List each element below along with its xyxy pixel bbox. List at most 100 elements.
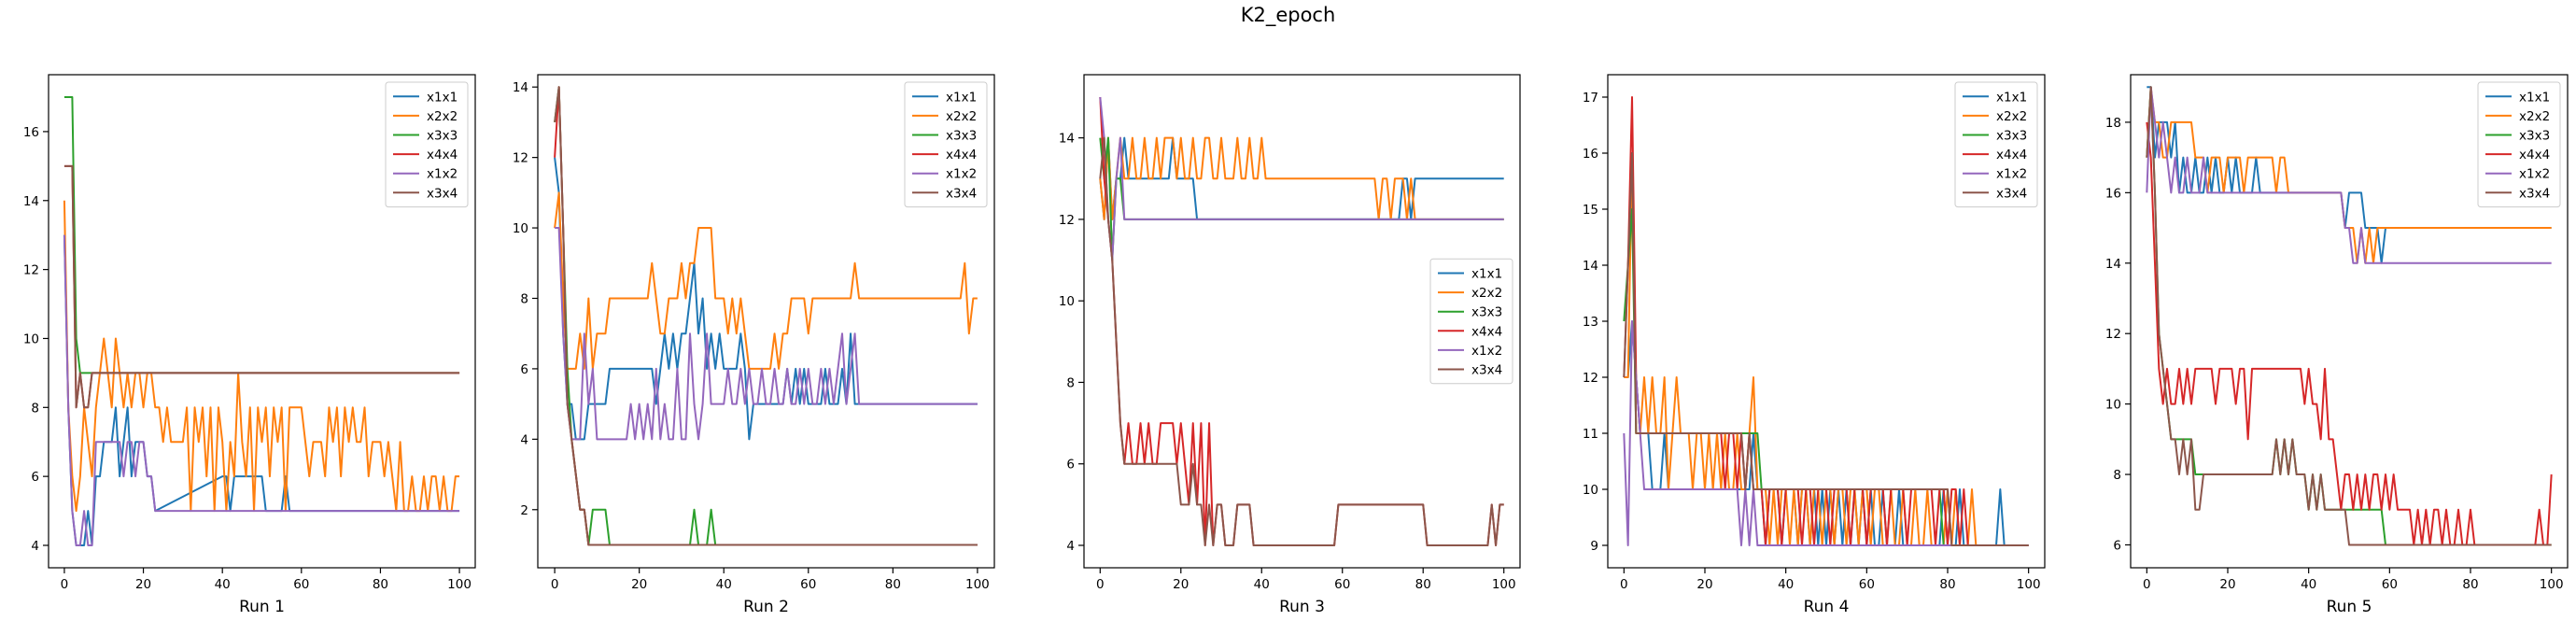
legend-label-x3x4: x3x4	[427, 186, 457, 201]
legend-label-x1x2: x1x2	[427, 167, 457, 182]
series-line-x4x4	[2146, 121, 2553, 546]
legend-label-x3x3: x3x3	[1471, 305, 1502, 320]
legend-label-x3x3: x3x3	[2519, 129, 2550, 144]
subplot-run-4: 0 20 40 60 80 100 9 10 11 12 13 14 15 16 17 Run 4 x1x1 x2…	[1583, 74, 2046, 616]
y-tick-label: 4	[520, 432, 528, 447]
plot-area	[1099, 96, 1504, 546]
series-line-x1x2	[2146, 86, 2552, 264]
y-tick-label: 8	[520, 291, 528, 306]
series-line-x2x2	[1099, 136, 1504, 220]
series-line-x1x2	[555, 227, 978, 441]
y-tick-label: 16	[1583, 147, 1598, 162]
x-tick-label: 40	[215, 577, 231, 592]
x-axis-label: Run 5	[2327, 598, 2372, 616]
legend-label-x4x4: x4x4	[1471, 324, 1502, 339]
x-tick-label: 0	[61, 577, 69, 592]
legend: x1x1 x2x2 x3x3 x4x4 x1x2 x3x4	[1429, 258, 1513, 385]
legend-label-x2x2: x2x2	[1471, 286, 1502, 301]
legend-box	[385, 81, 469, 208]
legend-label-x2x2: x2x2	[946, 109, 977, 124]
legend-label-x4x4: x4x4	[2519, 148, 2550, 162]
plot-area	[2146, 86, 2553, 546]
x-tick-label: 0	[551, 577, 559, 592]
legend: x1x1 x2x2 x3x3 x4x4 x1x2 x3x4	[385, 81, 469, 208]
figure-title: K2_epoch	[1240, 4, 1336, 26]
series-line-x3x4	[554, 86, 978, 546]
legend-label-x1x1: x1x1	[946, 90, 977, 105]
legend-label-x2x2: x2x2	[427, 109, 457, 124]
x-tick-label: 80	[373, 577, 388, 592]
series-line-x1x2	[63, 234, 460, 546]
x-axis-label: Run 3	[1279, 598, 1325, 616]
legend-box	[904, 81, 988, 208]
x-tick-label: 80	[1939, 577, 1955, 592]
x-tick-label: 60	[2382, 577, 2398, 592]
legend-label-x3x3: x3x3	[1996, 129, 2027, 144]
legend-label-x3x4: x3x4	[946, 186, 977, 201]
y-tick-label: 16	[2105, 186, 2121, 201]
x-tick-label: 100	[447, 577, 472, 592]
y-tick-label: 6	[1066, 458, 1075, 473]
legend-label-x2x2: x2x2	[2519, 109, 2550, 124]
legend-label-x1x2: x1x2	[1471, 344, 1502, 359]
legend-label-x3x4: x3x4	[1471, 363, 1502, 378]
y-tick-label: 12	[2105, 327, 2121, 342]
series-line-x2x2	[554, 191, 978, 370]
legend-label-x1x1: x1x1	[2519, 90, 2550, 105]
y-tick-label: 12	[1583, 371, 1598, 386]
y-tick-label: 11	[1583, 427, 1598, 442]
y-tick-label: 4	[31, 539, 39, 554]
x-tick-label: 60	[293, 577, 309, 592]
y-tick-label: 10	[1583, 483, 1598, 498]
y-tick-label: 4	[1066, 539, 1075, 554]
y-tick-label: 17	[1583, 91, 1598, 106]
x-tick-label: 80	[885, 577, 901, 592]
x-tick-label: 40	[1778, 577, 1794, 592]
y-tick-label: 14	[2105, 257, 2121, 272]
subplot-run-1: 0 20 40 60 80 100 4 6 8 10 12 14 16 Run 1 x1x1 x2x2 x3x3…	[23, 74, 476, 616]
x-tick-label: 0	[2143, 577, 2151, 592]
series-line-x1x1	[63, 234, 460, 546]
y-tick-label: 2	[520, 503, 528, 518]
legend-box	[1954, 81, 2038, 208]
x-tick-label: 100	[2017, 577, 2041, 592]
x-tick-label: 0	[1096, 577, 1105, 592]
x-tick-label: 60	[800, 577, 816, 592]
series-line-x3x4	[2146, 86, 2552, 546]
axes-frame	[48, 74, 476, 569]
plot-area	[554, 86, 978, 546]
y-tick-label: 10	[1059, 294, 1075, 309]
y-tick-label: 12	[513, 151, 528, 166]
legend: x1x1 x2x2 x3x3 x4x4 x1x2 x3x4	[1954, 81, 2038, 208]
x-tick-label: 80	[2462, 577, 2478, 592]
x-tick-label: 20	[1696, 577, 1712, 592]
y-tick-label: 16	[23, 125, 39, 140]
plot-area	[1623, 96, 2029, 546]
subplot-run-3: 0 20 40 60 80 100 4 6 8 10 12 14 Run 3 x1x1 x2x2 x3x3 x4…	[1059, 74, 1521, 616]
x-axis-label: Run 4	[1804, 598, 1850, 616]
axes-frame	[1083, 74, 1521, 569]
y-tick-label: 12	[23, 263, 39, 278]
series-line-x3x4	[63, 164, 460, 409]
legend-label-x3x4: x3x4	[1996, 186, 2027, 201]
x-tick-label: 20	[1173, 577, 1189, 592]
x-tick-label: 0	[1620, 577, 1628, 592]
series-line-x3x4	[1623, 152, 2029, 546]
legend-label-x1x2: x1x2	[1996, 167, 2027, 182]
x-tick-label: 80	[1415, 577, 1431, 592]
legend-label-x1x1: x1x1	[427, 90, 457, 105]
y-tick-label: 8	[31, 401, 39, 416]
x-tick-label: 40	[1254, 577, 1270, 592]
x-tick-label: 40	[2301, 577, 2316, 592]
y-tick-label: 12	[1059, 213, 1075, 228]
plot-area	[63, 96, 460, 546]
x-axis-label: Run 2	[743, 598, 789, 616]
y-tick-label: 18	[2105, 116, 2121, 131]
legend-label-x2x2: x2x2	[1996, 109, 2027, 124]
y-tick-label: 10	[513, 221, 528, 236]
y-tick-label: 14	[1059, 132, 1075, 147]
x-tick-label: 60	[1859, 577, 1875, 592]
x-axis-label: Run 1	[239, 598, 285, 616]
y-tick-label: 6	[31, 470, 39, 485]
